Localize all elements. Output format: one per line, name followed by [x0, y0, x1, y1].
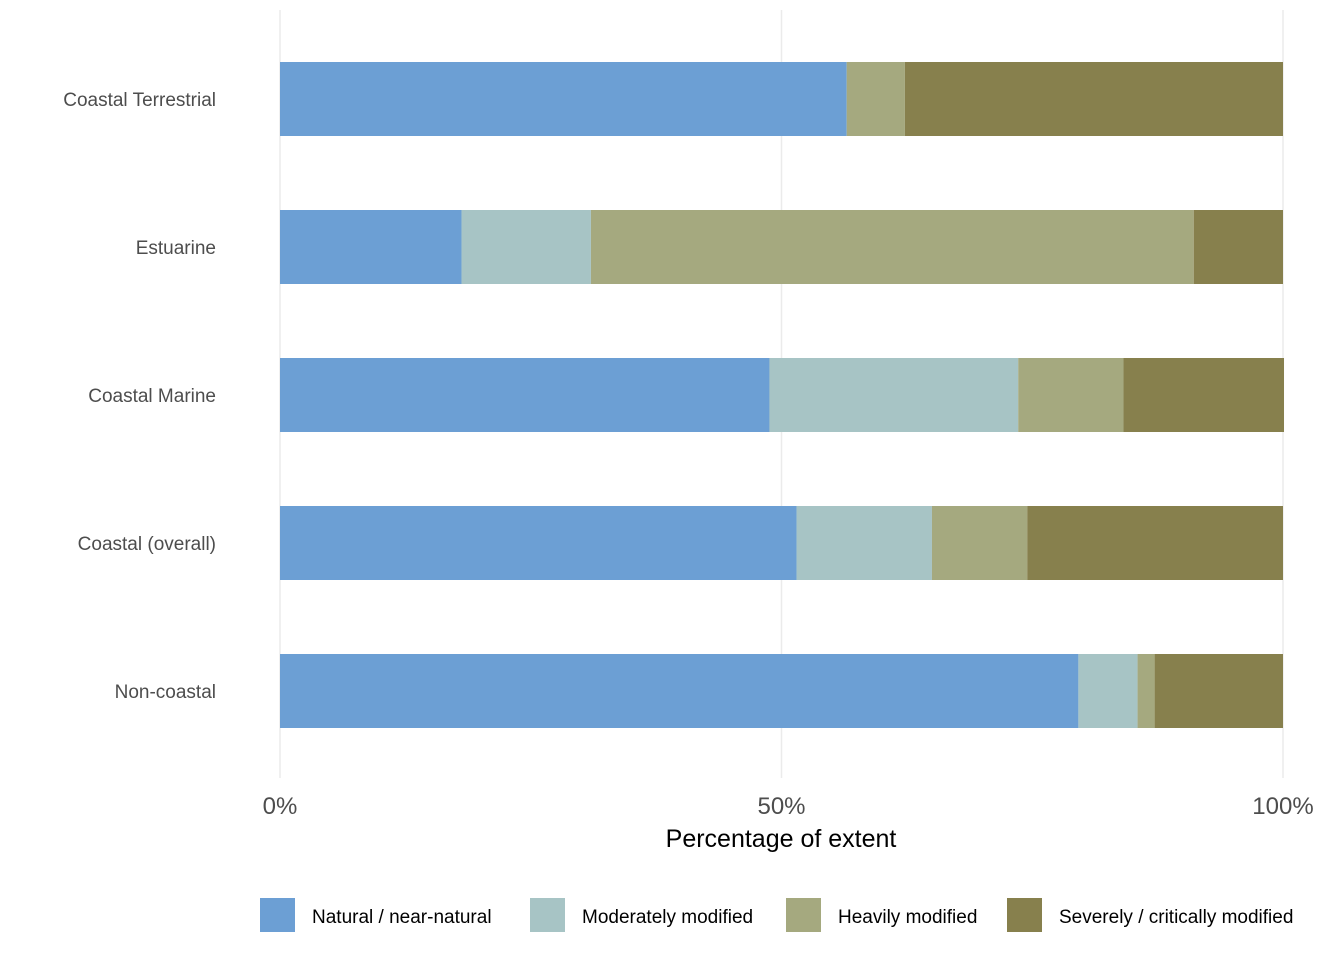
legend-item: Severely / critically modified	[1007, 898, 1293, 932]
bar-segment	[769, 358, 1019, 432]
legend-item: Moderately modified	[530, 898, 753, 932]
x-axis-title: Percentage of extent	[666, 825, 897, 853]
bar-segment	[931, 506, 1028, 580]
bar-segment	[461, 210, 591, 284]
bar-segment	[280, 358, 770, 432]
legend-label: Severely / critically modified	[1059, 907, 1293, 928]
category-label: Coastal Terrestrial	[63, 90, 216, 111]
x-axis-tick-labels: 0% 50% 100%	[263, 793, 1314, 820]
category-axis-labels: Coastal Terrestrial Estuarine Coastal Mari…	[63, 90, 216, 703]
legend: Natural / near-natural Moderately modifie…	[260, 898, 1293, 932]
legend-swatch	[1007, 898, 1042, 932]
bar-segment	[590, 210, 1194, 284]
bars	[280, 62, 1285, 728]
legend-item: Natural / near-natural	[260, 898, 492, 932]
bar-segment	[280, 210, 462, 284]
legend-swatch	[530, 898, 565, 932]
bar-segment	[1123, 358, 1285, 432]
legend-label: Moderately modified	[582, 907, 753, 928]
bar-segment	[1018, 358, 1124, 432]
bar-segment	[1193, 210, 1283, 284]
bar-segment	[796, 506, 932, 580]
legend-item: Heavily modified	[786, 898, 977, 932]
legend-label: Heavily modified	[838, 907, 977, 928]
x-tick-label: 100%	[1252, 793, 1313, 820]
bar-segment	[1137, 654, 1155, 728]
bar-segment	[280, 506, 797, 580]
legend-swatch	[260, 898, 295, 932]
bar-segment	[904, 62, 1283, 136]
bar-segment	[1078, 654, 1138, 728]
bar-segment	[280, 654, 1079, 728]
bar-segment	[1154, 654, 1283, 728]
legend-label: Natural / near-natural	[312, 907, 492, 928]
bar-segment	[846, 62, 905, 136]
category-label: Coastal (overall)	[78, 534, 216, 555]
category-label: Non-coastal	[115, 682, 216, 703]
bar-segment	[1027, 506, 1283, 580]
legend-swatch	[786, 898, 821, 932]
x-tick-label: 0%	[263, 793, 298, 820]
category-label: Estuarine	[136, 238, 216, 259]
bar-segment	[280, 62, 847, 136]
category-label: Coastal Marine	[88, 386, 216, 407]
x-tick-label: 50%	[757, 793, 805, 820]
